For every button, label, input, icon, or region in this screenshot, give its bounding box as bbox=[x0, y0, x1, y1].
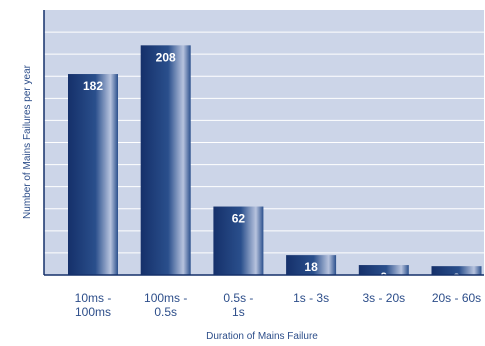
bar bbox=[68, 74, 118, 276]
bar bbox=[286, 255, 337, 275]
bar bbox=[358, 265, 409, 275]
x-axis-title: Duration of Mains Failure bbox=[206, 331, 318, 342]
data-label: 208 bbox=[156, 50, 176, 64]
x-tick-label: 1s bbox=[232, 305, 245, 319]
data-label: 8 bbox=[453, 271, 460, 285]
y-axis-title: Number of Mains Failures per year bbox=[22, 64, 33, 219]
data-label: 9 bbox=[380, 270, 387, 284]
data-label: 18 bbox=[304, 260, 318, 274]
data-label: 62 bbox=[232, 212, 246, 226]
x-tick-label: 10ms - bbox=[75, 291, 112, 305]
x-tick-labels: 10ms -100ms 100ms -0.5s 0.5s -1s 1s - 3s 3s … bbox=[75, 291, 482, 319]
bar bbox=[431, 266, 482, 275]
x-tick-label: 3s - 20s bbox=[362, 291, 405, 305]
x-tick-label: 0.5s bbox=[154, 305, 177, 319]
data-label: 182 bbox=[83, 79, 103, 93]
x-tick-label: 100ms bbox=[75, 305, 111, 319]
data-labels: 182 208 62 18 9 8 bbox=[83, 50, 460, 285]
bar bbox=[213, 206, 264, 275]
bar bbox=[140, 45, 191, 276]
x-tick-label: 20s - 60s bbox=[432, 291, 481, 305]
bars bbox=[68, 45, 482, 276]
x-tick-label: 1s - 3s bbox=[293, 291, 329, 305]
x-tick-label: 100ms - bbox=[144, 291, 187, 305]
x-tick-label: 0.5s - bbox=[223, 291, 253, 305]
